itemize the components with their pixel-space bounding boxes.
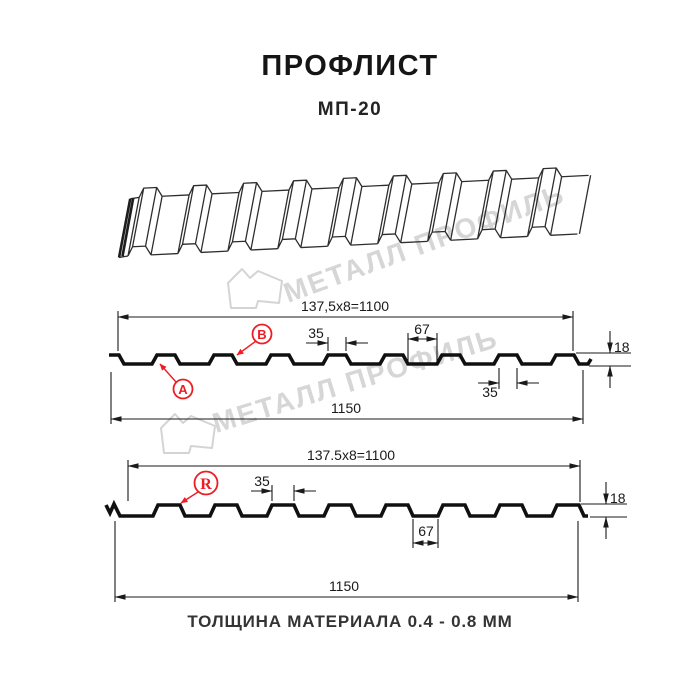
cross-section-top: 137,5x8=1100 35 67 18 [109,298,631,424]
dim-valley-text: 67 [414,321,430,337]
callout-a: A [159,363,194,400]
callout-b: B [236,323,273,356]
dim-total: 1150 [110,370,584,424]
profile-outline [109,353,593,366]
dim-rib-bottom: 35 [478,368,539,400]
dim-height: 18 [581,482,627,539]
watermark-logo-icon [160,413,216,454]
dim-height-text: 18 [610,490,626,506]
dim-height: 18 [576,331,631,388]
dim-rib-top-text: 35 [308,325,324,341]
dim-total: 1150 [114,521,579,602]
watermark-text: МЕТАЛЛ ПРОФИЛЬ [209,322,502,438]
dim-rib-bottom-text: 35 [482,384,498,400]
cross-section-bottom: 137.5x8=1100 35 67 18 [104,447,627,602]
callout-r-letter: R [200,476,212,493]
material-thickness-note: ТОЛЩИНА МАТЕРИАЛА 0.4 - 0.8 ММ [187,612,513,631]
page-title: ПРОФЛИСТ [261,50,439,82]
dim-module-text: 137,5x8=1100 [301,298,389,314]
profile-code: МП-20 [317,99,383,120]
watermark-lower: МЕТАЛЛ ПРОФИЛЬ [160,322,502,454]
callout-r: R [180,470,219,504]
callout-b-letter: B [257,327,266,342]
dim-valley: 67 [412,519,439,548]
dim-rib-top-text: 35 [254,473,270,489]
dim-rib-top: 35 [306,325,368,351]
dim-total-text: 1150 [331,400,361,416]
sheet-3d-drawing [117,165,593,259]
dim-rib-top: 35 [251,473,316,501]
dim-height-text: 18 [614,339,630,355]
watermark-text: МЕТАЛЛ ПРОФИЛЬ [279,178,569,309]
dim-module: 137.5x8=1100 [127,447,581,502]
dim-module: 137,5x8=1100 [117,298,574,351]
dim-valley: 67 [407,321,438,361]
dim-total-text: 1150 [329,578,359,594]
dim-module-text: 137.5x8=1100 [307,447,395,463]
profile-outline [104,499,588,518]
watermark-logo-icon [227,268,283,309]
callout-a-letter: A [178,382,188,397]
sheet-cut-edge [117,197,135,258]
dim-valley-text: 67 [418,523,434,539]
